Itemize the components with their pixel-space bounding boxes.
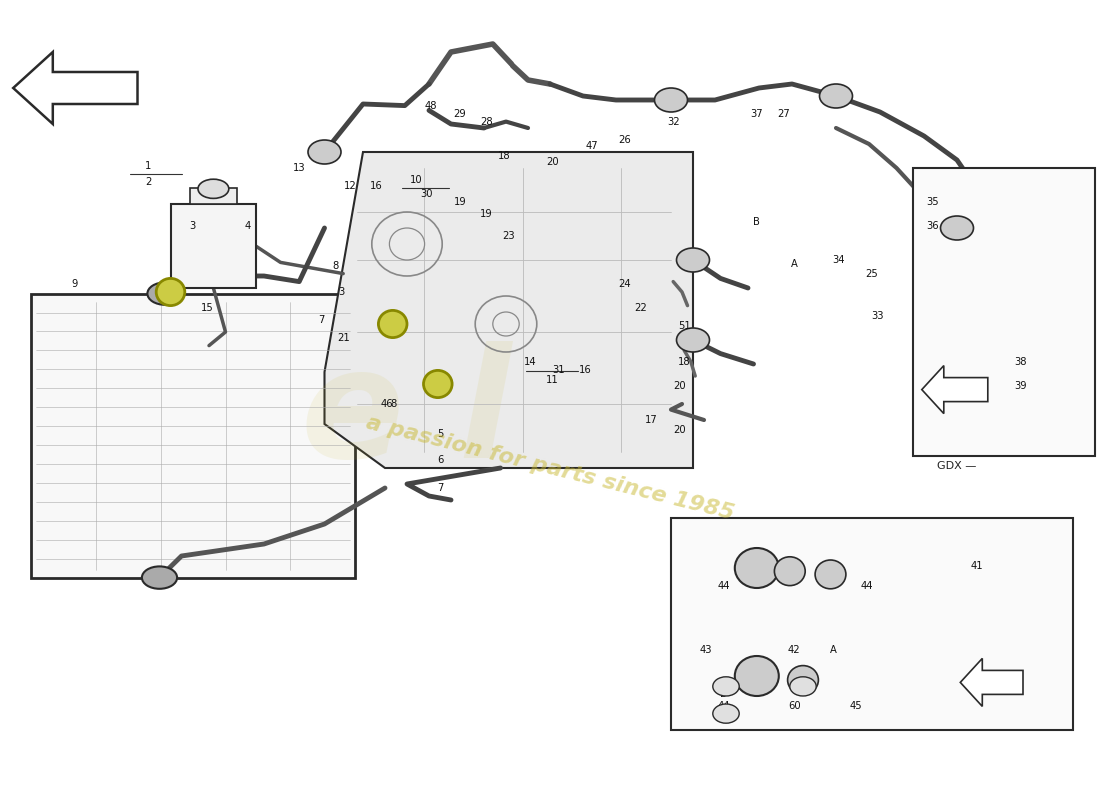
Text: 14: 14 [524,357,537,366]
Text: e: e [300,342,404,490]
Text: 44: 44 [717,701,730,710]
Ellipse shape [676,328,710,352]
Ellipse shape [940,216,974,240]
Text: 10: 10 [409,175,422,185]
Text: 27: 27 [777,109,790,118]
Text: 12: 12 [343,181,356,190]
Text: 19: 19 [480,210,493,219]
Text: 29: 29 [453,109,466,118]
Text: 44: 44 [717,581,730,590]
Ellipse shape [774,557,805,586]
Text: 43: 43 [700,645,713,654]
Text: 23: 23 [502,231,515,241]
Text: 46: 46 [381,399,394,409]
Text: GDX —: GDX — [937,461,977,470]
Bar [31,294,355,578]
Text: 39: 39 [1014,381,1027,390]
Text: 8: 8 [390,399,397,409]
Text: 16: 16 [370,181,383,190]
Text: 3: 3 [189,221,196,230]
Ellipse shape [308,140,341,164]
Text: 5: 5 [437,429,443,438]
Text: B: B [754,218,760,227]
Text: 6: 6 [437,455,443,465]
Text: 20: 20 [546,157,559,166]
Text: 38: 38 [1014,357,1027,366]
Text: 33: 33 [871,311,884,321]
Text: 24: 24 [618,279,631,289]
Text: 19: 19 [453,197,466,206]
Ellipse shape [378,310,407,338]
Text: 15: 15 [200,303,213,313]
Text: 47: 47 [585,141,598,150]
Text: 13: 13 [293,163,306,173]
Ellipse shape [735,656,779,696]
Ellipse shape [424,370,452,398]
Text: 32: 32 [667,117,680,126]
Text: B: B [720,689,727,698]
Text: 2: 2 [145,177,152,186]
Text: 31: 31 [552,365,565,374]
Ellipse shape [142,566,177,589]
Ellipse shape [713,677,739,696]
Text: 8: 8 [332,261,339,270]
Text: 21: 21 [337,333,350,342]
Ellipse shape [676,248,710,272]
Text: 34: 34 [832,255,845,265]
Text: 4: 4 [244,221,251,230]
Text: 44: 44 [860,581,873,590]
Bar [170,204,256,288]
Text: A: A [791,259,798,269]
Text: 35: 35 [926,197,939,206]
Text: 42: 42 [788,645,801,654]
Polygon shape [922,366,988,414]
Polygon shape [13,52,138,124]
Ellipse shape [820,84,852,108]
Text: 36: 36 [926,221,939,230]
Ellipse shape [735,548,779,588]
Text: 26: 26 [618,135,631,145]
Text: 28: 28 [480,117,493,126]
Text: 20: 20 [673,426,686,435]
Text: 9: 9 [72,279,78,289]
Text: 48: 48 [425,101,438,110]
Ellipse shape [815,560,846,589]
Text: 7: 7 [318,315,324,325]
Text: l: l [458,342,510,490]
Ellipse shape [198,179,229,198]
Ellipse shape [788,666,818,694]
Ellipse shape [790,677,816,696]
Text: 7: 7 [437,483,443,493]
Text: 20: 20 [673,381,686,390]
Bar [671,518,1072,730]
Text: 22: 22 [634,303,647,313]
Bar [190,188,236,204]
Text: 25: 25 [865,269,878,278]
Polygon shape [324,152,693,468]
Text: 11: 11 [546,375,559,385]
Text: 3: 3 [338,287,344,297]
Text: 60: 60 [788,701,801,710]
Text: 45: 45 [849,701,862,710]
Ellipse shape [156,278,185,306]
Text: 37: 37 [750,109,763,118]
Polygon shape [960,658,1023,706]
Text: 18: 18 [497,151,510,161]
Ellipse shape [147,282,183,305]
Text: 17: 17 [645,415,658,425]
Ellipse shape [654,88,688,112]
Bar [913,168,1094,456]
Text: 18: 18 [678,357,691,366]
Text: 51: 51 [678,322,691,331]
Text: 1: 1 [145,161,152,170]
Text: 16: 16 [579,365,592,374]
Text: 30: 30 [420,189,433,198]
Text: a passion for parts since 1985: a passion for parts since 1985 [364,413,736,523]
Ellipse shape [713,704,739,723]
Text: A: A [830,645,837,654]
Text: 41: 41 [970,562,983,571]
